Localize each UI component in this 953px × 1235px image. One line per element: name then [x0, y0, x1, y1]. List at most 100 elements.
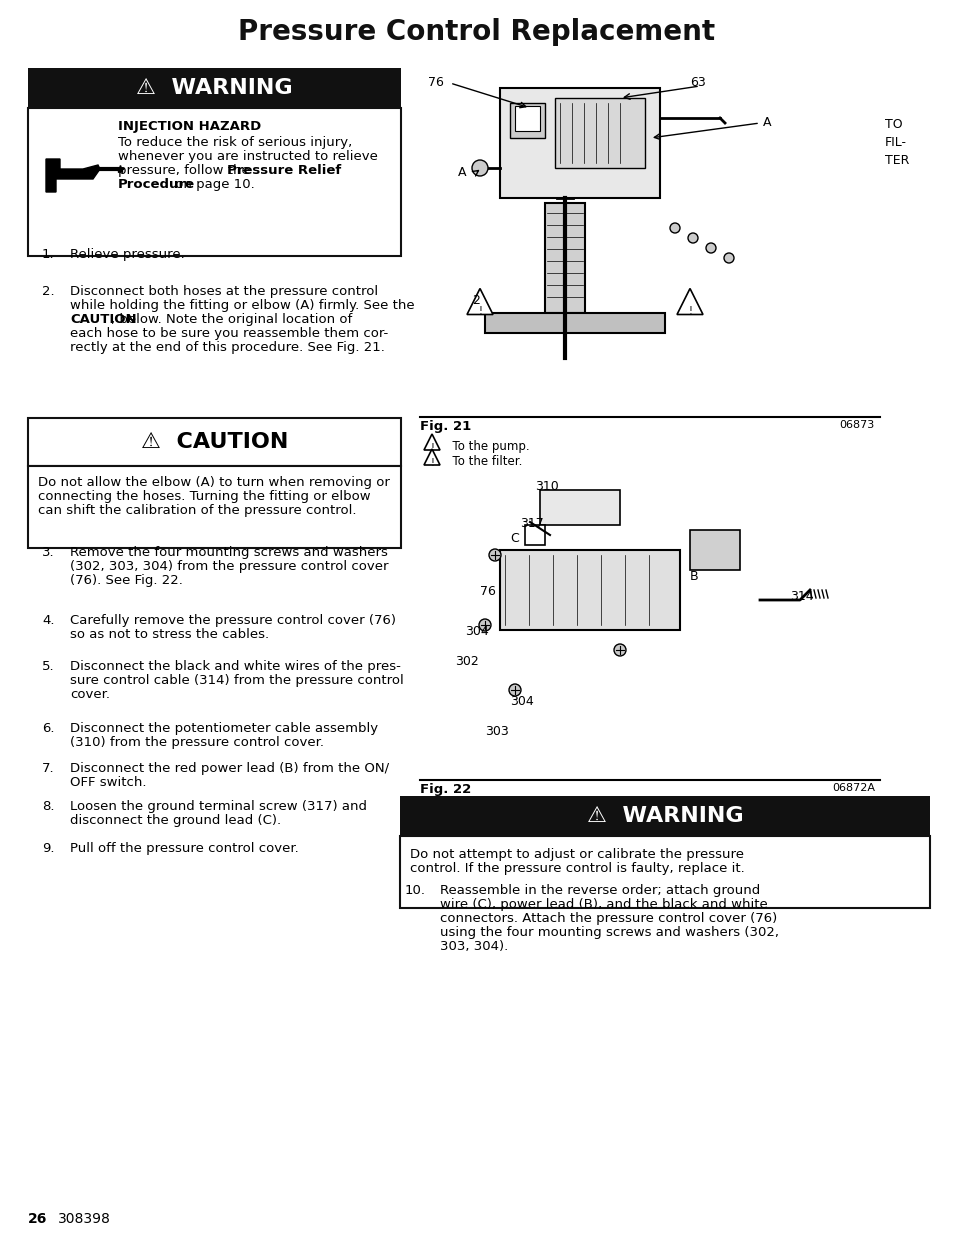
- Bar: [28, 107, 400, 256]
- Text: B: B: [689, 571, 698, 583]
- Bar: [419, 471, 879, 769]
- Circle shape: [489, 550, 500, 561]
- Text: 3.: 3.: [42, 546, 54, 559]
- Circle shape: [669, 224, 679, 233]
- Bar: [28, 417, 400, 466]
- Text: Pressure Control Replacement: Pressure Control Replacement: [238, 19, 715, 46]
- Text: INJECTION HAZARD: INJECTION HAZARD: [118, 120, 261, 133]
- Text: Disconnect both hoses at the pressure control: Disconnect both hoses at the pressure co…: [70, 285, 377, 298]
- Bar: [499, 550, 679, 630]
- Polygon shape: [423, 450, 439, 466]
- Text: each hose to be sure you reassemble them cor-: each hose to be sure you reassemble them…: [70, 327, 388, 340]
- Text: Fig. 22: Fig. 22: [419, 783, 471, 797]
- Text: 06873: 06873: [839, 420, 874, 430]
- Text: 10.: 10.: [405, 884, 426, 897]
- Bar: [28, 466, 400, 548]
- Text: Do not allow the elbow (A) to turn when removing or: Do not allow the elbow (A) to turn when …: [38, 475, 390, 489]
- Text: ⚠  CAUTION: ⚠ CAUTION: [141, 432, 288, 452]
- Text: Reassemble in the reverse order; attach ground: Reassemble in the reverse order; attach …: [439, 884, 760, 897]
- Text: 9.: 9.: [42, 842, 54, 855]
- Text: Do not attempt to adjust or calibrate the pressure: Do not attempt to adjust or calibrate th…: [410, 848, 743, 861]
- Bar: [539, 490, 619, 525]
- Circle shape: [687, 233, 698, 243]
- Text: on page 10.: on page 10.: [171, 178, 254, 191]
- Text: 303: 303: [484, 725, 508, 739]
- Text: 26: 26: [28, 1212, 48, 1226]
- Text: Loosen the ground terminal screw (317) and: Loosen the ground terminal screw (317) a…: [70, 800, 367, 813]
- Text: 310: 310: [535, 480, 558, 493]
- Circle shape: [614, 643, 625, 656]
- Text: (310) from the pressure control cover.: (310) from the pressure control cover.: [70, 736, 324, 748]
- Polygon shape: [467, 289, 493, 315]
- Text: cover.: cover.: [70, 688, 110, 701]
- Text: To the pump.: To the pump.: [444, 440, 529, 453]
- Text: 63: 63: [689, 77, 705, 89]
- Text: Pressure Relief: Pressure Relief: [227, 164, 341, 177]
- Text: 304: 304: [464, 625, 488, 638]
- Text: 7.: 7.: [42, 762, 54, 776]
- Text: control. If the pressure control is faulty, replace it.: control. If the pressure control is faul…: [410, 862, 744, 876]
- Text: To reduce the risk of serious injury,: To reduce the risk of serious injury,: [118, 136, 352, 149]
- Text: Carefully remove the pressure control cover (76): Carefully remove the pressure control co…: [70, 614, 395, 627]
- Text: OFF switch.: OFF switch.: [70, 776, 147, 789]
- Bar: [510, 103, 544, 138]
- Text: 8.: 8.: [42, 800, 54, 813]
- Bar: [544, 203, 584, 312]
- Text: 5.: 5.: [42, 659, 54, 673]
- Text: Disconnect the red power lead (B) from the ON/: Disconnect the red power lead (B) from t…: [70, 762, 389, 776]
- Text: Disconnect the black and white wires of the pres-: Disconnect the black and white wires of …: [70, 659, 400, 673]
- Circle shape: [472, 161, 488, 177]
- Text: (302, 303, 304) from the pressure control cover: (302, 303, 304) from the pressure contro…: [70, 559, 388, 573]
- Text: 2: 2: [472, 294, 479, 308]
- Text: CAUTION: CAUTION: [70, 312, 136, 326]
- Text: 304: 304: [510, 695, 533, 708]
- Text: A: A: [457, 165, 466, 179]
- Text: ⚠  WARNING: ⚠ WARNING: [586, 806, 742, 826]
- Circle shape: [478, 619, 491, 631]
- Bar: [515, 106, 539, 131]
- Text: !: !: [687, 305, 691, 316]
- Text: TO
FIL-
TER: TO FIL- TER: [884, 119, 908, 167]
- Text: whenever you are instructed to relieve: whenever you are instructed to relieve: [118, 149, 377, 163]
- Text: 317: 317: [519, 517, 543, 530]
- Text: 302: 302: [455, 655, 478, 668]
- Text: 1.: 1.: [42, 248, 54, 261]
- Text: 2.: 2.: [42, 285, 54, 298]
- Text: 303, 304).: 303, 304).: [439, 940, 508, 953]
- Bar: [419, 68, 879, 398]
- Bar: [484, 312, 664, 333]
- Text: Disconnect the potentiometer cable assembly: Disconnect the potentiometer cable assem…: [70, 722, 377, 735]
- Bar: [399, 836, 929, 908]
- Text: (76). See Fig. 22.: (76). See Fig. 22.: [70, 574, 183, 587]
- Text: C: C: [510, 532, 518, 545]
- Text: connectors. Attach the pressure control cover (76): connectors. Attach the pressure control …: [439, 911, 777, 925]
- Text: , below. Note the original location of: , below. Note the original location of: [112, 312, 353, 326]
- Polygon shape: [677, 289, 702, 315]
- Bar: [499, 88, 659, 198]
- Polygon shape: [423, 433, 439, 450]
- Circle shape: [509, 684, 520, 697]
- Bar: [689, 530, 740, 571]
- Text: so as not to stress the cables.: so as not to stress the cables.: [70, 629, 269, 641]
- Text: 308398: 308398: [58, 1212, 111, 1226]
- Text: Relieve pressure.: Relieve pressure.: [70, 248, 185, 261]
- Text: 06872A: 06872A: [831, 783, 874, 793]
- Text: rectly at the end of this procedure. See Fig. 21.: rectly at the end of this procedure. See…: [70, 341, 384, 354]
- Bar: [399, 797, 929, 836]
- Text: 76: 76: [479, 585, 496, 598]
- Text: !: !: [430, 442, 434, 452]
- Text: !: !: [430, 458, 434, 468]
- Text: Procedure: Procedure: [118, 178, 195, 191]
- Text: wire (C), power lead (B), and the black and white: wire (C), power lead (B), and the black …: [439, 898, 767, 911]
- Circle shape: [723, 253, 733, 263]
- Text: Fig. 21: Fig. 21: [419, 420, 471, 433]
- Text: ⚠  WARNING: ⚠ WARNING: [136, 78, 293, 98]
- Text: pressure, follow the: pressure, follow the: [118, 164, 253, 177]
- Text: while holding the fitting or elbow (A) firmly. See the: while holding the fitting or elbow (A) f…: [70, 299, 415, 312]
- Text: sure control cable (314) from the pressure control: sure control cable (314) from the pressu…: [70, 674, 403, 687]
- Text: can shift the calibration of the pressure control.: can shift the calibration of the pressur…: [38, 504, 356, 517]
- Circle shape: [705, 243, 716, 253]
- Text: disconnect the ground lead (C).: disconnect the ground lead (C).: [70, 814, 281, 827]
- Text: 76: 76: [428, 77, 443, 89]
- Text: using the four mounting screws and washers (302,: using the four mounting screws and washe…: [439, 926, 779, 939]
